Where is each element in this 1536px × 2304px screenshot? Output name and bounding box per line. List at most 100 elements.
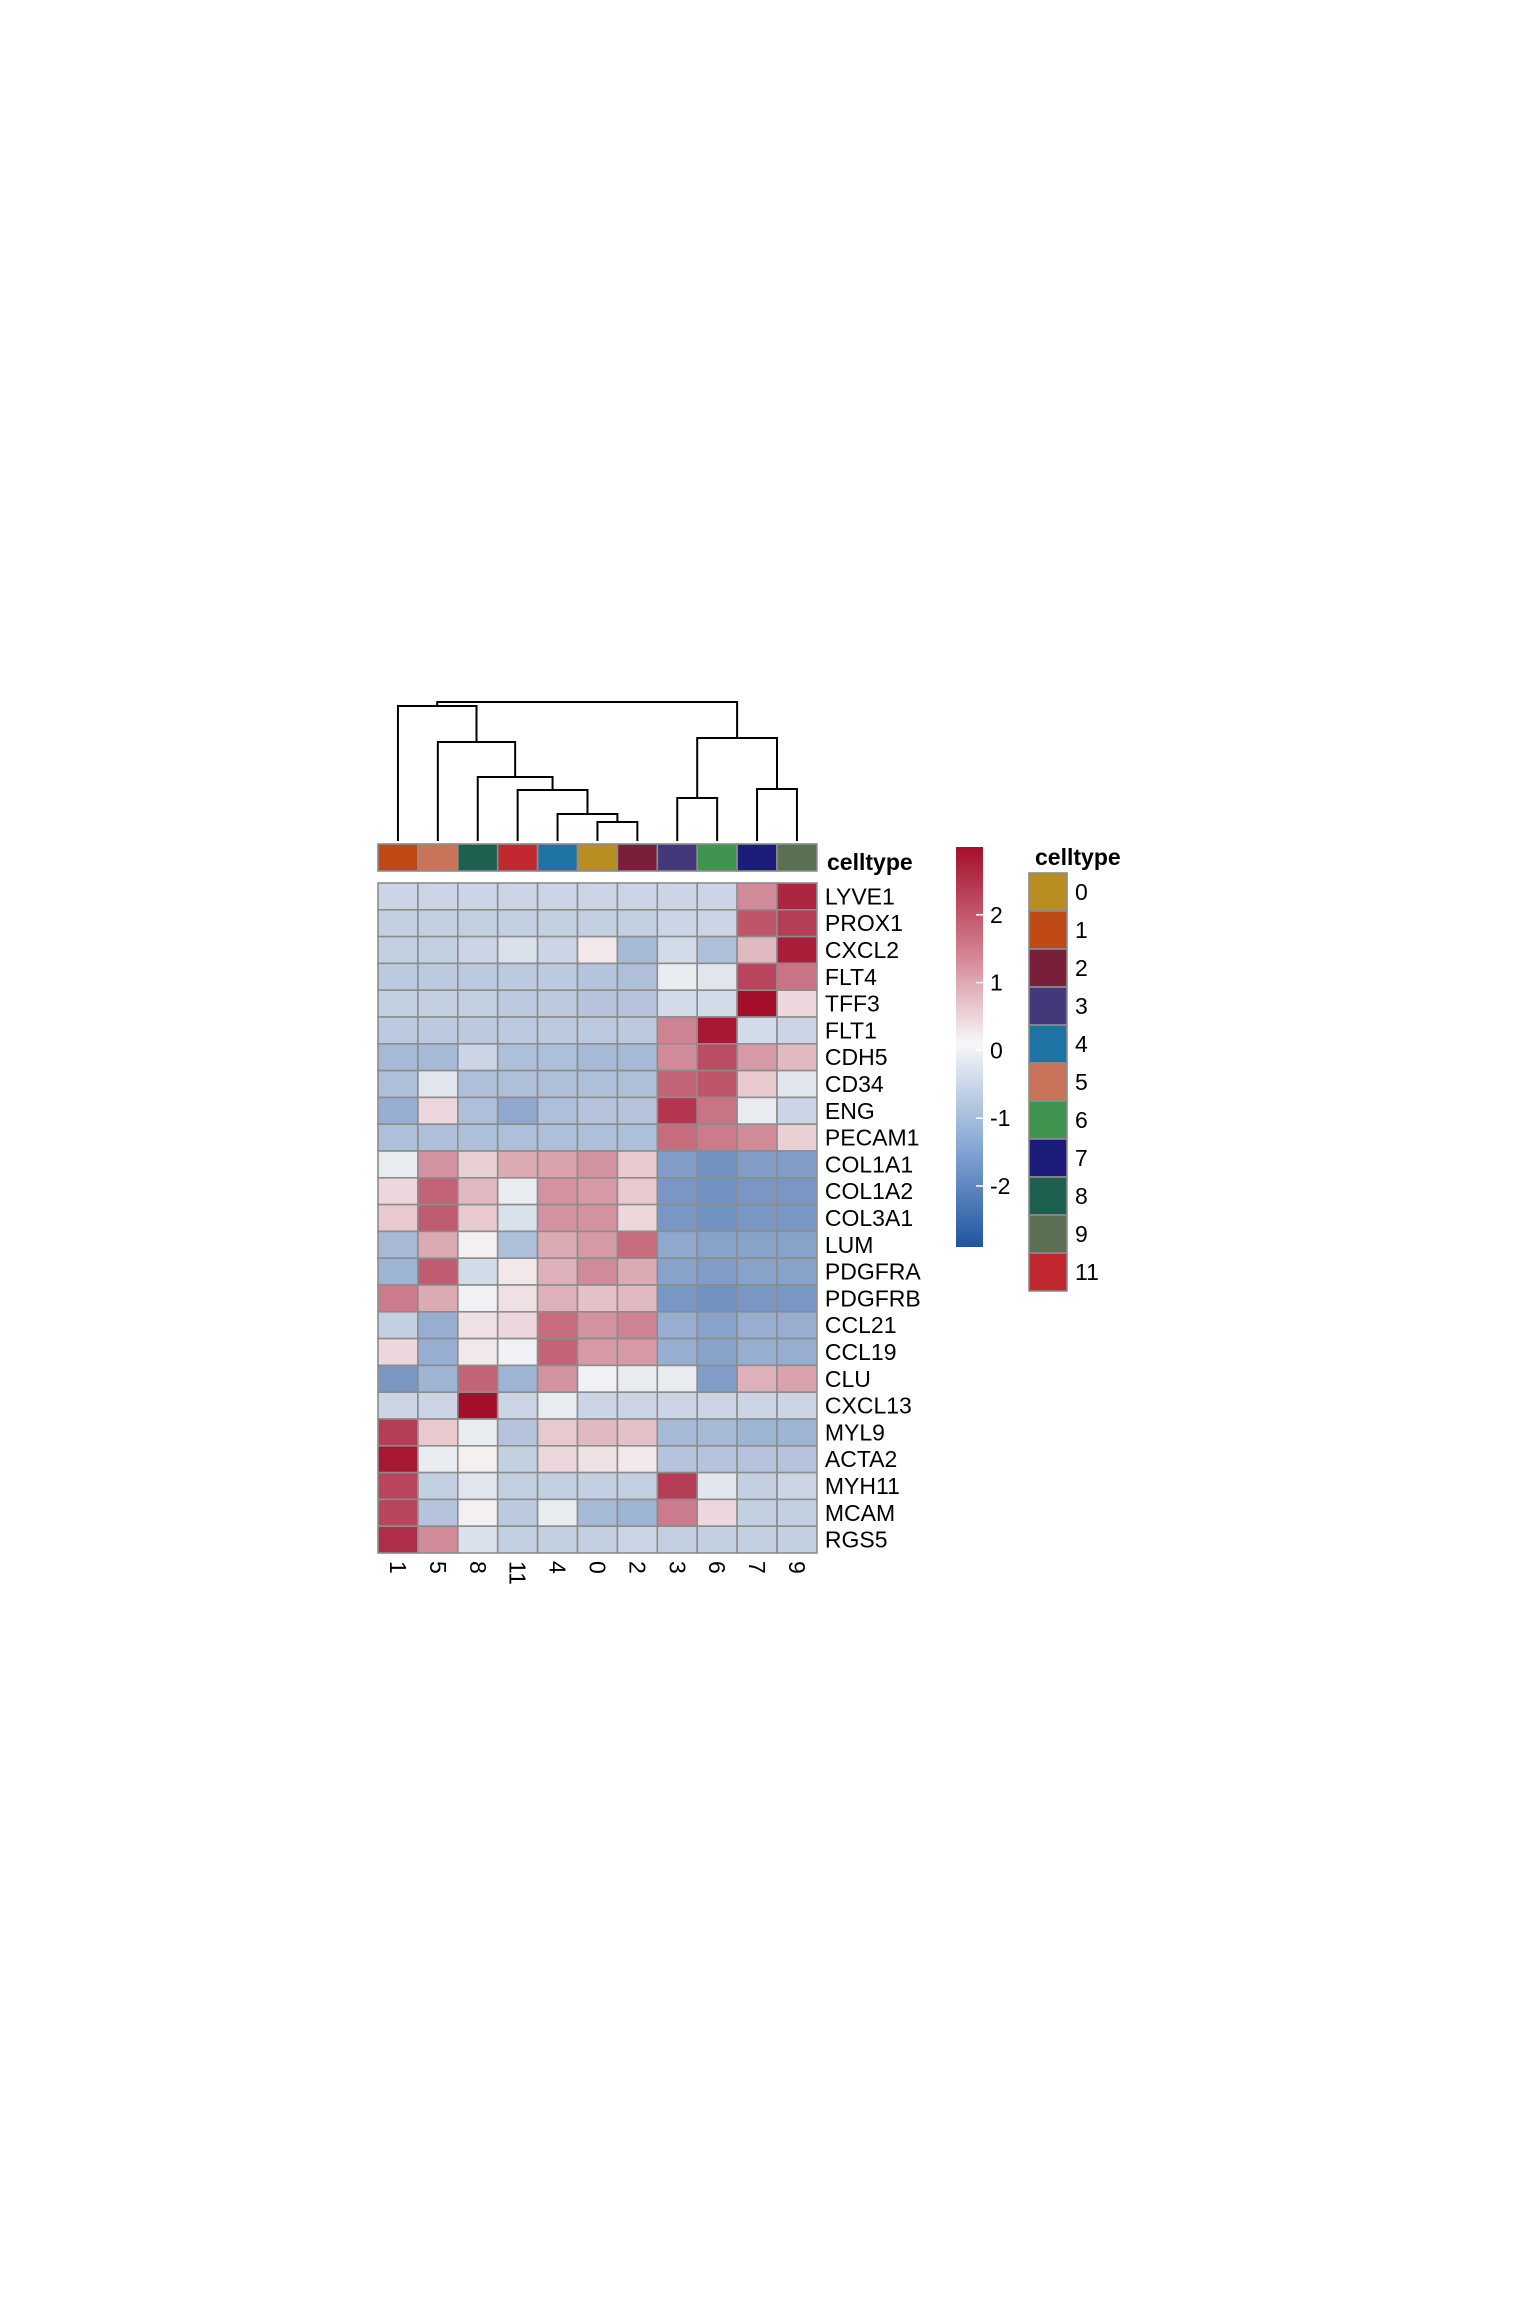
heatmap-cell [656,1203,698,1233]
heatmap-cell [616,908,659,938]
legend-swatch-1 [1028,910,1068,950]
row-label: PROX1 [825,910,903,936]
heatmap-cell [456,1150,499,1179]
heatmap-cell [736,1016,778,1045]
heatmap-cell [496,1498,539,1528]
heatmap-cell [736,1337,778,1367]
heatmap-cell [456,1069,499,1099]
heatmap-cell [377,1498,419,1528]
column-label: 4 [545,1561,571,1574]
heatmap-cell [456,935,499,965]
row-label: COL3A1 [825,1205,913,1231]
heatmap-cell [576,1337,619,1367]
heatmap-cell [536,1123,579,1152]
row-label: PDGFRB [825,1285,921,1311]
legend-swatch-8 [1028,1176,1068,1216]
heatmap-cell [456,1525,499,1554]
heatmap-cell [736,1525,778,1554]
legend-swatch-3 [1028,986,1068,1026]
row-label: PECAM1 [825,1125,920,1151]
heatmap-cell [776,1123,818,1152]
heatmap-cell [536,1337,579,1367]
celltype-annotation-bar [377,843,818,872]
heatmap-cell [377,1337,419,1367]
row-label: CXCL2 [825,937,899,963]
row-label: MYL9 [825,1419,885,1445]
heatmap-cell [576,1069,619,1099]
heatmap-cell [616,935,659,965]
heatmap-cell [776,1177,818,1206]
colorbar-tick-label: -2 [990,1173,1010,1199]
heatmap-cell [736,1418,778,1447]
annotation-cell-7 [736,843,778,872]
heatmap-cell [736,1069,778,1099]
heatmap-cell [377,1230,419,1260]
heatmap-cell [417,935,459,965]
colorbar-tick-label: 1 [990,970,1003,996]
legend-label: 4 [1075,1031,1088,1057]
annotation-cell-8 [456,843,499,872]
colorbar [956,847,983,1247]
heatmap-cell [377,1069,419,1099]
colorbar-ticks: 2 1 0 -1 -2 [976,902,1010,1199]
row-labels: LYVE1PROX1CXCL2FLT4TFF3FLT1CDH5CD34ENGPE… [825,883,922,1552]
legend-swatch-11 [1028,1252,1068,1292]
heatmap-cell [696,908,738,938]
heatmap-cell [616,1498,659,1528]
heatmap-cell [417,1445,459,1474]
row-label: CD34 [825,1071,884,1097]
heatmap-cell [736,1123,778,1152]
heatmap-cell [656,1364,698,1394]
heatmap-cell [536,1418,579,1447]
heatmap-cell [496,1016,539,1045]
heatmap-cell [776,1418,818,1447]
heatmap-cell [776,1230,818,1260]
heatmap-cell [616,989,659,1018]
heatmap-cell [656,1150,698,1179]
heatmap-cell [776,1525,818,1554]
legend-swatch-6 [1028,1100,1068,1140]
heatmap-cell [656,1123,698,1152]
heatmap-cell [496,1096,539,1126]
heatmap-cell [616,882,659,911]
heatmap-cell [576,1257,619,1286]
heatmap-cell [776,1257,818,1286]
row-label: LYVE1 [825,883,895,909]
heatmap-cell [656,1177,698,1206]
column-label: 9 [784,1561,810,1574]
heatmap-cell [576,1096,619,1126]
heatmap-cell [656,935,698,965]
heatmap-cell [417,1418,459,1447]
legend-label: 11 [1075,1259,1099,1285]
heatmap-cell [536,1177,579,1206]
heatmap-cell [536,1257,579,1286]
heatmap-cell [696,1418,738,1447]
heatmap-cell [496,1311,539,1340]
heatmap-cell [417,1177,459,1206]
heatmap-cell [696,1364,738,1394]
heatmap-cell [377,1096,419,1126]
heatmap-cell [736,1257,778,1286]
heatmap-cell [776,962,818,992]
heatmap-cell [656,1311,698,1340]
column-label: 6 [704,1561,730,1574]
heatmap-cell [417,1471,459,1501]
heatmap-cell [736,935,778,965]
heatmap-cell [496,1418,539,1447]
heatmap-cell [377,1150,419,1179]
heatmap-cell [656,1418,698,1447]
column-dendrogram [396,701,798,841]
heatmap-cell [456,1230,499,1260]
heatmap-cell [417,1284,459,1313]
heatmap-cell [616,1311,659,1340]
heatmap-cell [736,1445,778,1474]
row-label: ACTA2 [825,1446,897,1472]
heatmap-cell [456,1016,499,1045]
heatmap-cell [377,1311,419,1340]
heatmap-cell [377,1257,419,1286]
heatmap-cell [576,1418,619,1447]
heatmap-cell [656,1445,698,1474]
column-label: 11 [505,1561,531,1585]
heatmap-cell [776,1150,818,1179]
heatmap-cell [377,1203,419,1233]
